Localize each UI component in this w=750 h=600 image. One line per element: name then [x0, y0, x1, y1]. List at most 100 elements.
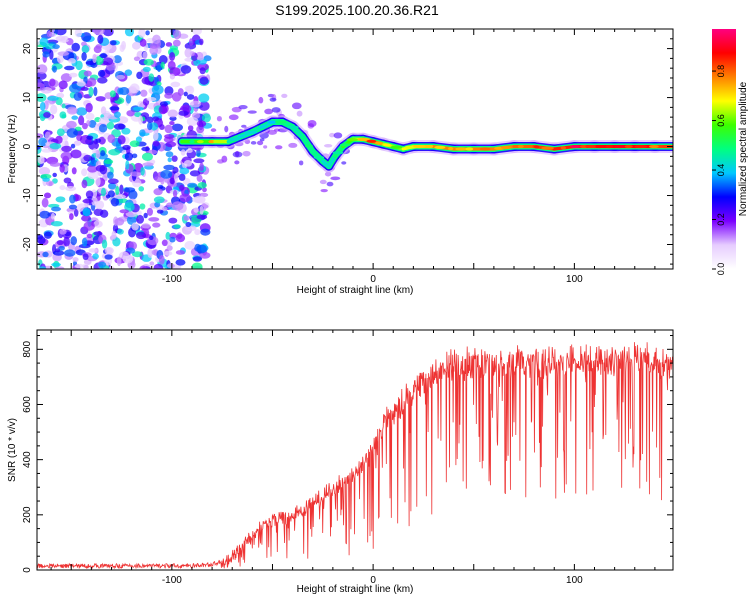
- noise-blob: [184, 85, 194, 92]
- noise-blob: [100, 106, 107, 115]
- colorbar-tick-label: 0.4: [716, 164, 726, 177]
- noise-blob: [133, 56, 141, 62]
- noise-blob: [51, 206, 62, 212]
- noise-blob: [196, 120, 207, 128]
- noise-blob: [142, 66, 151, 73]
- noise-blob: [82, 198, 93, 204]
- signal-peak: [287, 125, 299, 129]
- noise-blob: [106, 121, 115, 130]
- noise-blob: [93, 208, 104, 216]
- snr-y-ticks: 0 200 400 600 800: [22, 335, 673, 573]
- noise-blob: [202, 187, 207, 193]
- snr-y-tick-label: 400: [22, 451, 33, 468]
- noise-blob: [59, 164, 65, 173]
- noise-blob: [95, 44, 103, 49]
- signal-halo: [319, 179, 327, 185]
- noise-blob: [175, 234, 186, 243]
- spectrogram-y-ticks: 20 10 0 -10 -20: [22, 28, 673, 265]
- noise-blob: [182, 177, 191, 186]
- signal-peak: [196, 140, 204, 144]
- spectrogram-y-tick-label: -20: [22, 237, 33, 252]
- noise-blob: [107, 178, 119, 185]
- noise-blob: [105, 194, 111, 199]
- noise-blob: [76, 80, 86, 87]
- signal-peak: [434, 145, 446, 149]
- signal-peak: [500, 145, 511, 150]
- noise-blob: [113, 123, 126, 130]
- signal-peak: [237, 134, 245, 139]
- noise-blob: [69, 72, 78, 78]
- noise-blob: [104, 254, 113, 260]
- noise-blob: [61, 103, 66, 109]
- signal-halo: [291, 102, 302, 110]
- noise-blob: [147, 248, 153, 259]
- snr-x-tick-label: 100: [566, 575, 583, 586]
- noise-blob: [178, 173, 186, 182]
- spectrogram-y-tick-label: 0: [22, 143, 33, 149]
- noise-blob: [43, 231, 52, 239]
- noise-blob: [160, 61, 165, 69]
- noise-blob: [128, 189, 138, 200]
- snr-x-tick-label: -100: [162, 575, 182, 586]
- signal-peak: [208, 140, 215, 144]
- signal-peak: [541, 146, 554, 150]
- noise-blob: [68, 57, 76, 64]
- noise-blob: [41, 148, 53, 153]
- noise-blob: [151, 84, 164, 95]
- spectrogram-x-tick-label: 100: [566, 274, 583, 285]
- signal-halo: [298, 160, 304, 166]
- noise-blob: [138, 29, 146, 38]
- noise-blob: [164, 124, 173, 134]
- noise-blob: [109, 90, 116, 98]
- noise-blob: [146, 96, 157, 102]
- spectrogram-frame: [36, 28, 674, 270]
- noise-blob: [69, 83, 82, 94]
- signal-halo: [269, 97, 277, 102]
- noise-blob: [97, 261, 107, 268]
- noise-blob: [37, 155, 45, 165]
- noise-blob: [119, 251, 130, 260]
- noise-blob: [185, 148, 193, 153]
- noise-blob: [74, 263, 84, 269]
- signal-peak: [313, 155, 325, 160]
- noise-blob: [178, 110, 189, 116]
- spectrogram-noise: [37, 29, 213, 269]
- noise-blob: [114, 218, 125, 226]
- noise-blob: [117, 198, 128, 204]
- noise-blob: [37, 40, 40, 46]
- noise-blob: [59, 185, 66, 191]
- noise-blob: [199, 205, 204, 215]
- noise-blob: [196, 148, 201, 157]
- noise-blob: [172, 29, 182, 40]
- signal-halo: [330, 176, 341, 181]
- snr-y-tick-label: 600: [22, 396, 33, 413]
- noise-blob: [69, 213, 74, 220]
- noise-blob: [132, 106, 145, 111]
- noise-blob: [97, 76, 108, 84]
- noise-blob: [46, 30, 53, 38]
- noise-blob: [158, 54, 168, 65]
- noise-blob: [189, 100, 201, 108]
- noise-blob: [152, 140, 160, 147]
- noise-blob: [43, 192, 52, 199]
- noise-blob: [199, 67, 206, 75]
- noise-blob: [186, 117, 199, 126]
- noise-blob: [99, 164, 108, 175]
- noise-blob: [81, 168, 88, 177]
- signal-halo: [324, 171, 332, 177]
- noise-blob: [38, 167, 51, 176]
- signal-peak: [366, 139, 377, 143]
- noise-blob: [54, 29, 67, 36]
- signal-halo: [323, 144, 333, 148]
- snr-series-line: [37, 342, 673, 570]
- signal-halo: [281, 93, 288, 98]
- noise-blob: [139, 203, 146, 210]
- snr-y-tick-label: 800: [22, 341, 33, 358]
- spectrogram-y-tick-label: 10: [22, 92, 33, 104]
- noise-blob: [87, 165, 98, 173]
- noise-blob: [95, 138, 102, 143]
- signal-peak: [332, 151, 344, 155]
- noise-blob: [163, 164, 175, 171]
- noise-blob: [95, 149, 101, 159]
- noise-blob: [54, 266, 65, 269]
